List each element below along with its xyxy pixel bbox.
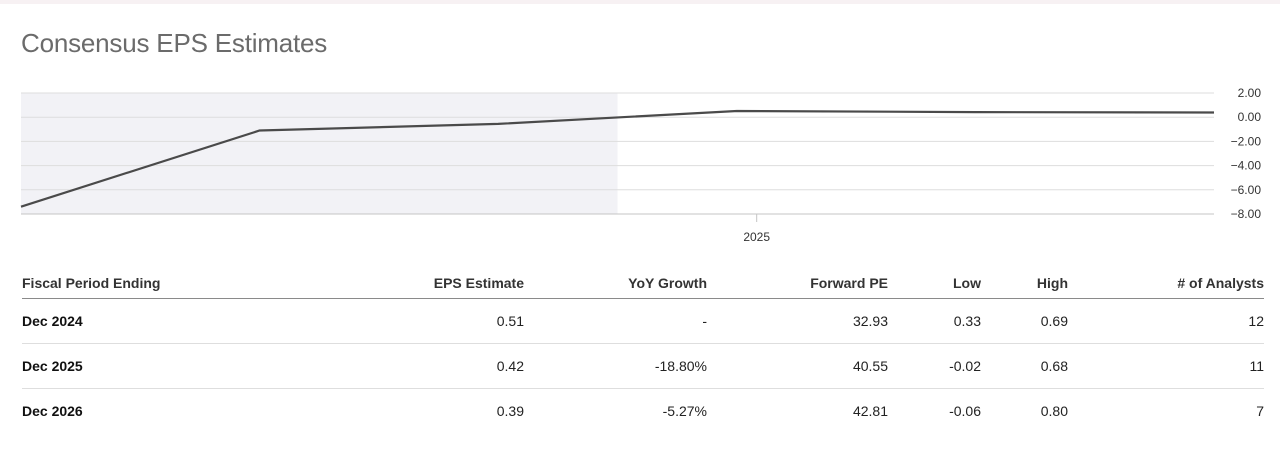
eps-line-chart: 2.00 0.00 −2.00 −4.00 −6.00 −8.00 2025 [20, 86, 1262, 244]
header-forward-pe: Forward PE [707, 267, 888, 299]
y-tick-label: −6.00 [1231, 183, 1262, 197]
cell-fiscal-period: Dec 2026 [22, 403, 83, 419]
cell-yoy-growth: -5.27% [662, 403, 707, 419]
cell-num-analysts: 7 [1256, 403, 1264, 419]
eps-estimates-table: Fiscal Period Ending EPS Estimate YoY Gr… [22, 267, 1264, 433]
table-row: Dec 2025 0.42 -18.80% 40.55 -0.02 0.68 1… [22, 343, 1264, 389]
table-row: Dec 2026 0.39 -5.27% 42.81 -0.06 0.80 7 [22, 389, 1264, 434]
header-yoy-growth: YoY Growth [524, 267, 707, 299]
cell-eps-estimate: 0.51 [222, 298, 524, 344]
cell-low: 0.33 [888, 298, 981, 344]
cell-forward-pe: 42.81 [852, 403, 888, 419]
cell-high: 0.69 [981, 298, 1068, 344]
cell-num-analysts: 12 [1068, 298, 1264, 344]
cell-forward-pe: 40.55 [707, 343, 888, 389]
cell-fiscal-period: Dec 2025 [22, 343, 222, 389]
table-row: Dec 2024 0.51 - 32.93 0.33 0.69 12 [22, 298, 1264, 344]
y-tick-label: 2.00 [1238, 86, 1262, 100]
y-tick-label: −2.00 [1231, 134, 1262, 148]
header-fiscal-period: Fiscal Period Ending [22, 267, 222, 299]
cell-forward-pe: 32.93 [707, 298, 888, 344]
y-axis: 2.00 0.00 −2.00 −4.00 −6.00 −8.00 [1231, 86, 1262, 221]
cell-low: -0.06 [949, 403, 981, 419]
header-eps-estimate: EPS Estimate [222, 267, 524, 299]
cell-eps-estimate: 0.39 [496, 403, 524, 419]
cell-eps-estimate: 0.42 [222, 343, 524, 389]
cell-high: 0.80 [1040, 403, 1068, 419]
cell-yoy-growth: -18.80% [524, 343, 707, 389]
top-accent-bar [0, 0, 1280, 4]
table-header-row: Fiscal Period Ending EPS Estimate YoY Gr… [22, 267, 1264, 299]
cell-fiscal-period: Dec 2024 [22, 298, 222, 344]
header-num-analysts: # of Analysts [1068, 267, 1264, 299]
cell-yoy-growth: - [524, 298, 707, 344]
x-tick-label: 2025 [743, 230, 770, 244]
gridlines [21, 92, 1214, 215]
y-tick-label: −8.00 [1231, 207, 1262, 221]
cell-num-analysts: 11 [1068, 343, 1264, 389]
page-title: Consensus EPS Estimates [21, 28, 328, 58]
header-high: High [981, 267, 1068, 299]
x-axis: 2025 [743, 214, 770, 244]
eps-series-line [20, 109, 1215, 208]
y-tick-label: 0.00 [1238, 110, 1262, 124]
cell-high: 0.68 [981, 343, 1068, 389]
header-low: Low [888, 267, 981, 299]
cell-low: -0.02 [888, 343, 981, 389]
historical-shading [21, 93, 618, 214]
y-tick-label: −4.00 [1231, 159, 1262, 173]
